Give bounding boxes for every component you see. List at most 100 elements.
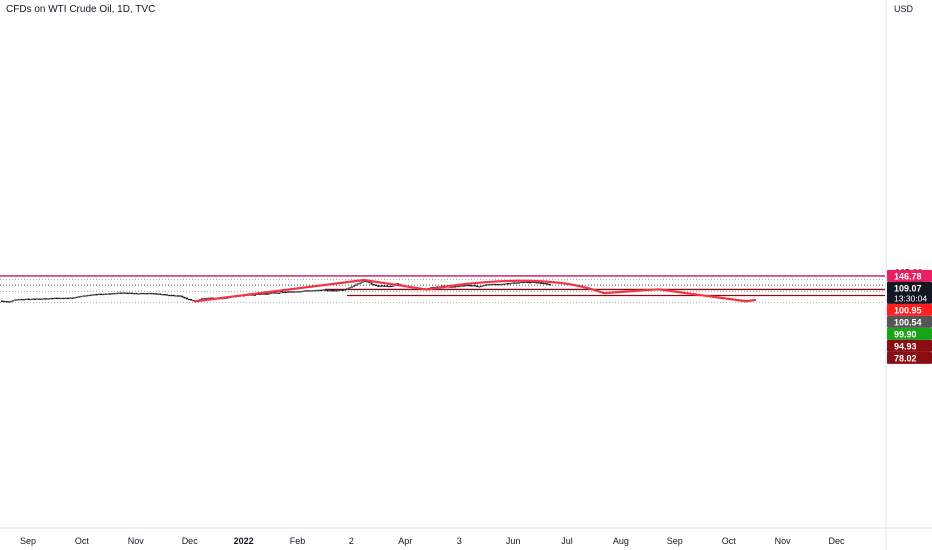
x-tick-label: Sep (20, 536, 36, 546)
candle-body (297, 291, 301, 293)
candle-body (203, 298, 206, 300)
price-label-box (887, 339, 932, 352)
candle-body (20, 298, 23, 301)
candle-body (91, 294, 94, 296)
candle-body (348, 286, 351, 289)
candle-body (533, 281, 536, 284)
candle-body (509, 282, 512, 285)
candle-body (313, 289, 316, 292)
candle-body (165, 294, 169, 296)
candle-body (333, 290, 336, 292)
candle-body (176, 295, 180, 297)
candle-body (55, 297, 59, 300)
candle-body (53, 297, 56, 300)
candle-body (51, 298, 54, 300)
candle-body (64, 297, 67, 300)
candle-body (458, 285, 461, 288)
x-tick-label: Nov (775, 536, 792, 546)
candle-body (319, 289, 323, 292)
candle-body (480, 285, 483, 288)
candle-body (531, 281, 534, 284)
candle-body (22, 299, 26, 301)
candle-body (526, 281, 529, 284)
candle-body (170, 294, 173, 297)
candle-body (75, 296, 78, 299)
candle-body (385, 285, 389, 287)
candle-body (328, 289, 331, 292)
candle-body (522, 281, 525, 284)
candle-body (80, 295, 83, 298)
candle-body (273, 292, 276, 294)
candle-body (388, 285, 391, 288)
candle-body (350, 286, 353, 288)
candle-body (192, 300, 195, 302)
candle-body (454, 286, 457, 288)
candle-body (264, 293, 268, 295)
candle-body (86, 294, 89, 297)
candle-body (84, 295, 87, 297)
x-tick-label: 2022 (234, 536, 254, 546)
candle-body (469, 285, 472, 287)
candle-body (489, 283, 492, 286)
candle-body (95, 294, 98, 296)
price-label-countdown: 13:30:04 (894, 293, 927, 303)
candle-body (471, 285, 474, 287)
candle-body (324, 289, 327, 291)
candle-body (478, 286, 481, 288)
x-tick-label: Oct (75, 536, 90, 546)
candle-body (476, 285, 479, 287)
candle-body (31, 298, 34, 300)
candle-body (181, 295, 184, 298)
x-tick-label: 2 (349, 536, 354, 546)
candle-body (108, 293, 111, 295)
candle-body (502, 283, 505, 286)
candle-body (357, 283, 360, 285)
candle-body (141, 292, 144, 295)
candle-body (495, 283, 499, 286)
candle-body (132, 292, 136, 295)
candle-body (291, 291, 294, 293)
candle-body (326, 290, 329, 292)
candle-body (139, 292, 142, 295)
candle-body (71, 297, 74, 299)
candle-body (172, 294, 175, 297)
candle-body (484, 284, 488, 286)
candle-body (44, 298, 48, 300)
candle-body (187, 298, 191, 301)
candle-body (267, 293, 270, 295)
candle-body (0, 300, 4, 302)
candle-body (306, 290, 309, 292)
candle-body (82, 295, 85, 297)
x-tick-label: Jul (561, 536, 573, 546)
candle-body (99, 293, 103, 296)
candle-body (355, 283, 358, 286)
candle-body (528, 282, 532, 284)
candle-body (506, 283, 510, 285)
candle-body (190, 299, 193, 301)
x-tick-label: Jun (506, 536, 521, 546)
candle-body (548, 283, 551, 286)
candle-body (330, 289, 334, 292)
candle-body (487, 284, 490, 286)
candle-body (115, 292, 118, 295)
candle-body (337, 289, 340, 292)
candle-body (368, 281, 371, 284)
x-tick-label: Oct (722, 536, 737, 546)
candle-body (27, 298, 30, 301)
candle-body (5, 301, 8, 303)
candle-body (460, 285, 463, 287)
price-label-box (887, 281, 932, 304)
candle-body (390, 285, 393, 288)
candle-body (58, 297, 61, 300)
candle-body (148, 292, 151, 295)
candle-body (500, 284, 503, 286)
price-label-text: 78.02 (894, 353, 917, 363)
candle-body (537, 282, 540, 284)
candle-body (302, 290, 305, 293)
candle-body (73, 297, 76, 299)
x-tick-label: Aug (613, 536, 629, 546)
candle-body (152, 293, 155, 295)
candle-body (339, 289, 342, 291)
